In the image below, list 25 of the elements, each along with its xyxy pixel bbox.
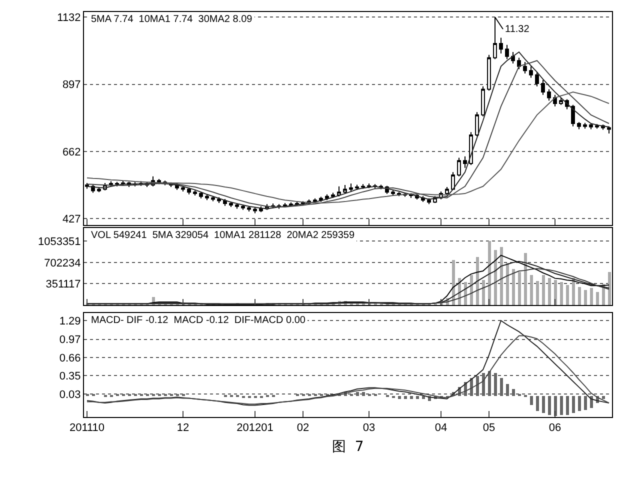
annotation: 11.32 bbox=[505, 24, 530, 35]
y-tick-label: 0.03 bbox=[59, 389, 81, 402]
y-tick-label: 0.35 bbox=[59, 370, 81, 382]
x-tick-label: 06 bbox=[548, 422, 562, 434]
y-tick-label: 1.29 bbox=[59, 315, 81, 328]
y-tick-label: 1053351 bbox=[38, 236, 81, 248]
y-tick-label: 427 bbox=[62, 214, 81, 226]
y-tick-label: 1132 bbox=[57, 12, 81, 24]
x-tick-label: 04 bbox=[434, 422, 448, 434]
x-tick-label: 05 bbox=[482, 422, 496, 434]
x-tick-label: 03 bbox=[362, 422, 376, 434]
y-tick-label: 897 bbox=[62, 79, 81, 92]
chart-title: VOL 549241 5MA 329054 10MA1 281128 20MA2 259359 bbox=[91, 230, 355, 241]
y-tick-label: 662 bbox=[62, 146, 81, 158]
caption: 图 7 bbox=[332, 439, 364, 455]
x-tick-label: 12 bbox=[176, 422, 190, 434]
y-tick-label: 0.97 bbox=[59, 334, 81, 346]
x-tick-label: 02 bbox=[296, 422, 310, 434]
y-tick-label: 0.66 bbox=[59, 352, 81, 364]
chart-title: 5MA 7.74 10MA1 7.74 30MA2 8.09 bbox=[91, 14, 253, 25]
x-tick-label: 201201 bbox=[236, 422, 274, 434]
chart-title: MACD- DIF -0.12 MACD -0.12 DIF-MACD 0.00 bbox=[91, 315, 306, 326]
x-tick-label: 201110 bbox=[69, 422, 105, 434]
y-tick-label: 351117 bbox=[46, 278, 81, 291]
y-tick-label: 702234 bbox=[44, 257, 81, 270]
